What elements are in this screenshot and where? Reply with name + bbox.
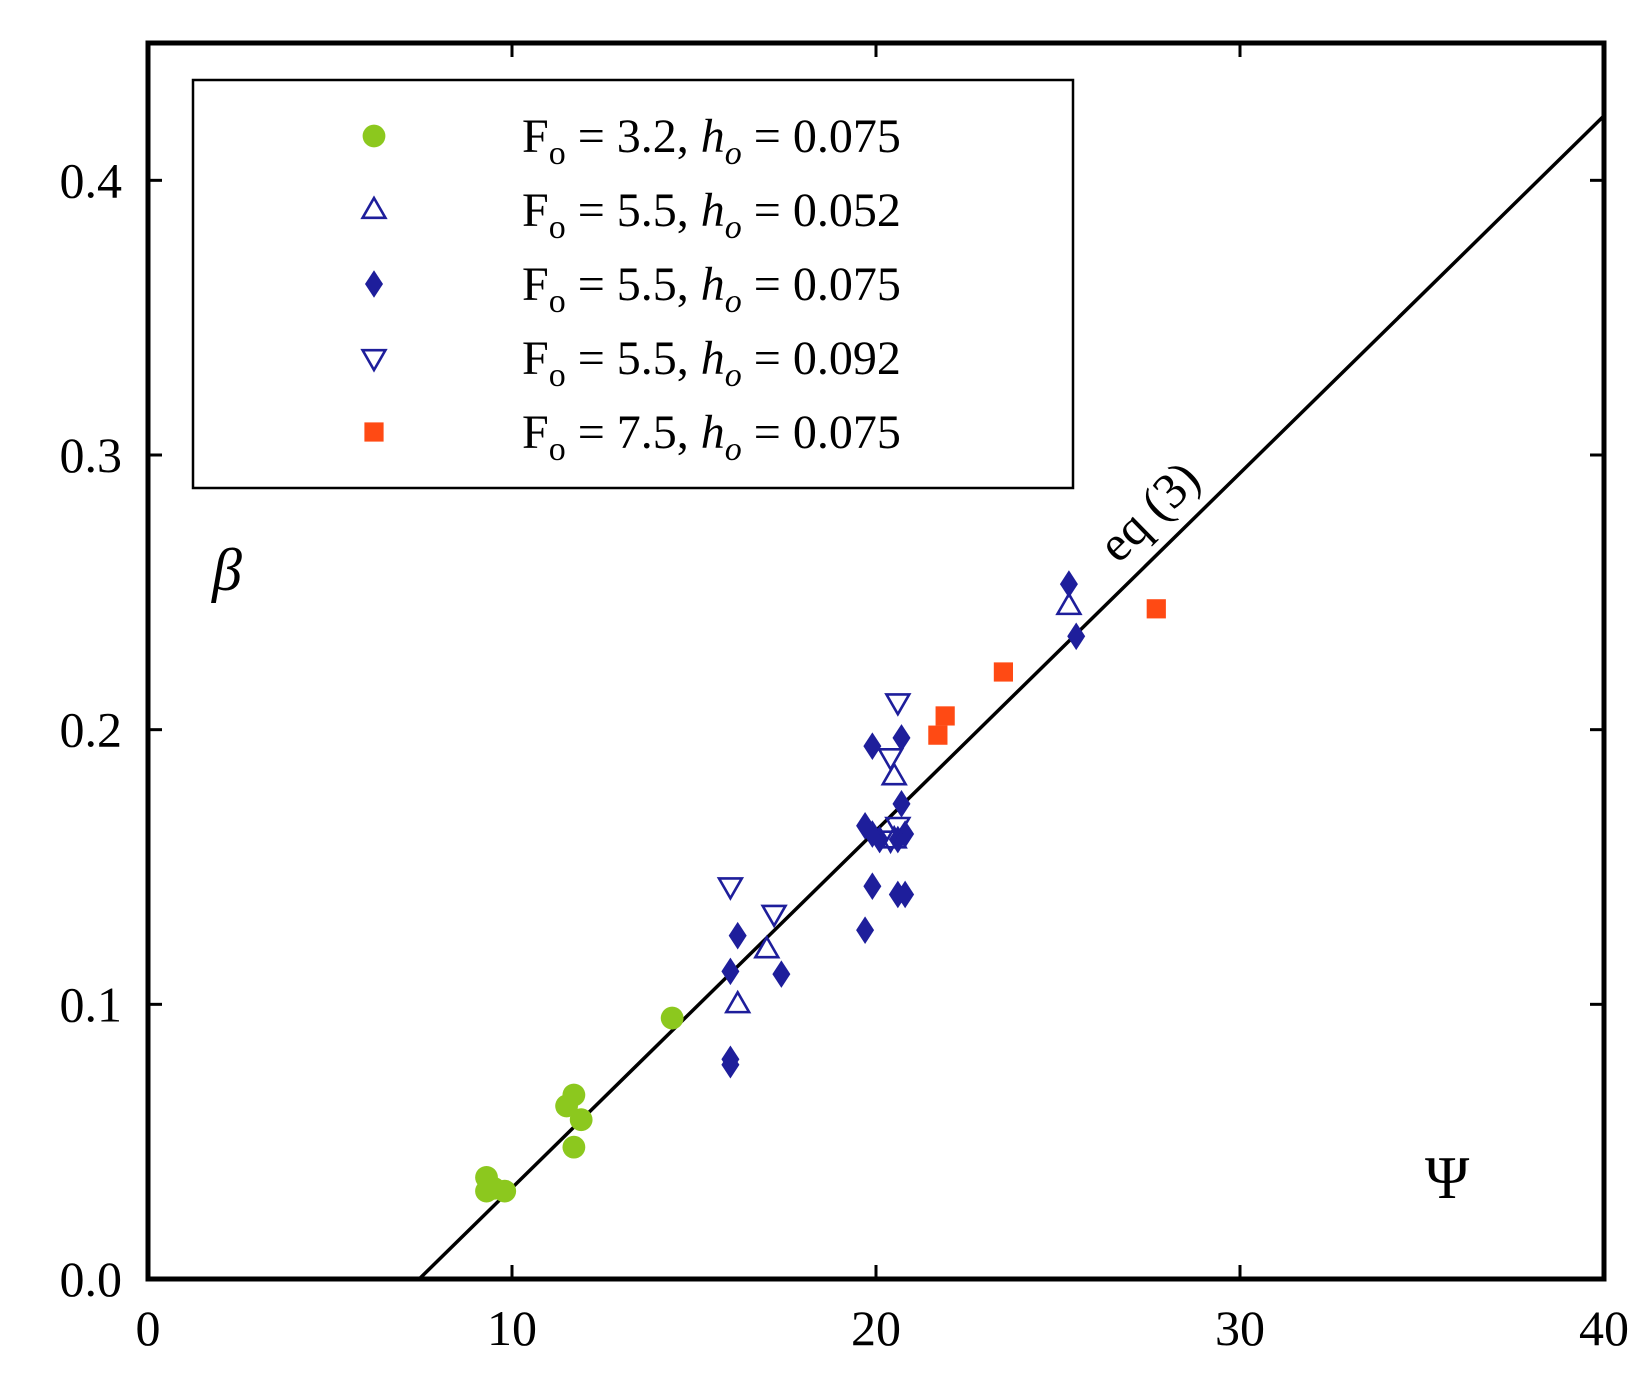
x-tick-label: 30 [1215,1300,1265,1356]
data-point-s1-4 [475,1179,498,1203]
legend-label-2: Fo = 5.5, ho = 0.052 [522,184,901,246]
legend-entry-4: Fo = 5.5, ho = 0.092 [360,332,901,394]
y-tick-label: 0.3 [60,427,123,483]
data-point-s2-5 [1055,591,1083,616]
x-axis-title: Ψ [1425,1145,1470,1211]
data-point-s3-4 [728,921,747,950]
y-axis-title: β [211,537,242,603]
data-point-s2-2 [753,934,781,959]
legend-entry-3: Fo = 5.5, ho = 0.075 [365,258,901,320]
data-point-s3-17 [896,880,915,909]
data-point-s1-6 [562,1083,586,1107]
data-point-s1-3 [493,1179,517,1203]
series-3 [721,570,1086,1079]
legend-marker-1 [362,124,386,148]
data-point-s1-7 [569,1108,593,1132]
series-4 [716,693,912,929]
series-1 [475,1006,684,1203]
data-point-s3-13 [892,790,911,818]
data-point-s2-3 [880,761,908,786]
fit-line [417,114,1606,1281]
data-point-s4-5 [884,816,912,841]
data-point-s5-1 [928,725,948,745]
data-point-s4-3 [876,748,905,772]
data-point-s3-6 [856,916,875,944]
y-tick-label: 0.4 [60,152,123,208]
data-point-s3-15 [896,820,915,848]
data-point-s3-2 [721,1045,740,1074]
legend-label-4: Fo = 5.5, ho = 0.092 [522,332,901,394]
legend-marker-2 [360,195,388,220]
data-point-s4-6 [876,830,905,855]
legend-marker-4 [360,348,388,373]
data-point-s4-2 [760,904,788,929]
legend: Fo = 3.2, ho = 0.075 Fo = 5.5, ho = 0.052… [191,78,1075,490]
x-tick-label: 0 [136,1300,161,1356]
fit-line-layer [417,114,1606,1281]
series-5 [928,599,1166,745]
data-point-s3-7 [863,872,882,901]
legend-label-5: Fo = 7.5, ho = 0.075 [522,406,901,468]
data-point-s3-12 [892,724,911,752]
y-tick-label: 0.1 [60,976,123,1032]
plot-frame [145,40,1607,1282]
x-tick-label: 40 [1579,1300,1629,1356]
data-point-s3-19 [1067,622,1086,651]
legend-label-3: Fo = 5.5, ho = 0.075 [522,258,901,320]
y-tick-label: 0.2 [60,702,123,758]
legend-marker-3 [365,270,383,298]
legend-label-1: Fo = 3.2, ho = 0.075 [522,110,901,172]
data-point-s4-1 [716,877,745,901]
data-point-s1-9 [660,1006,684,1030]
data-point-s5-3 [993,662,1013,682]
data-point-s3-10 [870,825,889,854]
series-2 [724,591,1083,1014]
data-point-s3-5 [772,960,791,988]
legend-box [191,78,1075,490]
data-point-s3-3 [721,957,740,986]
x-tick-label: 20 [851,1300,901,1356]
legend-entry-1: Fo = 3.2, ho = 0.075 [362,110,901,172]
data-point-s3-11 [863,732,882,760]
data-point-s5-4 [1146,599,1166,619]
data-point-s3-18 [1059,570,1078,598]
data-point-s2-1 [724,989,752,1014]
axis-ticks-layer: 0 10 20 30 40 0.0 0.1 0.2 0.3 0.4 [60,43,1629,1356]
legend-marker-5 [364,422,384,442]
legend-entry-5: Fo = 7.5, ho = 0.075 [364,406,901,468]
x-tick-label: 10 [487,1300,537,1356]
data-point-s5-2 [935,706,955,726]
data-point-s1-8 [562,1135,586,1159]
data-point-s4-4 [884,693,912,717]
legend-entry-2: Fo = 5.5, ho = 0.052 [360,184,901,246]
y-tick-label: 0.0 [60,1251,123,1307]
data-series-layer [475,570,1166,1203]
